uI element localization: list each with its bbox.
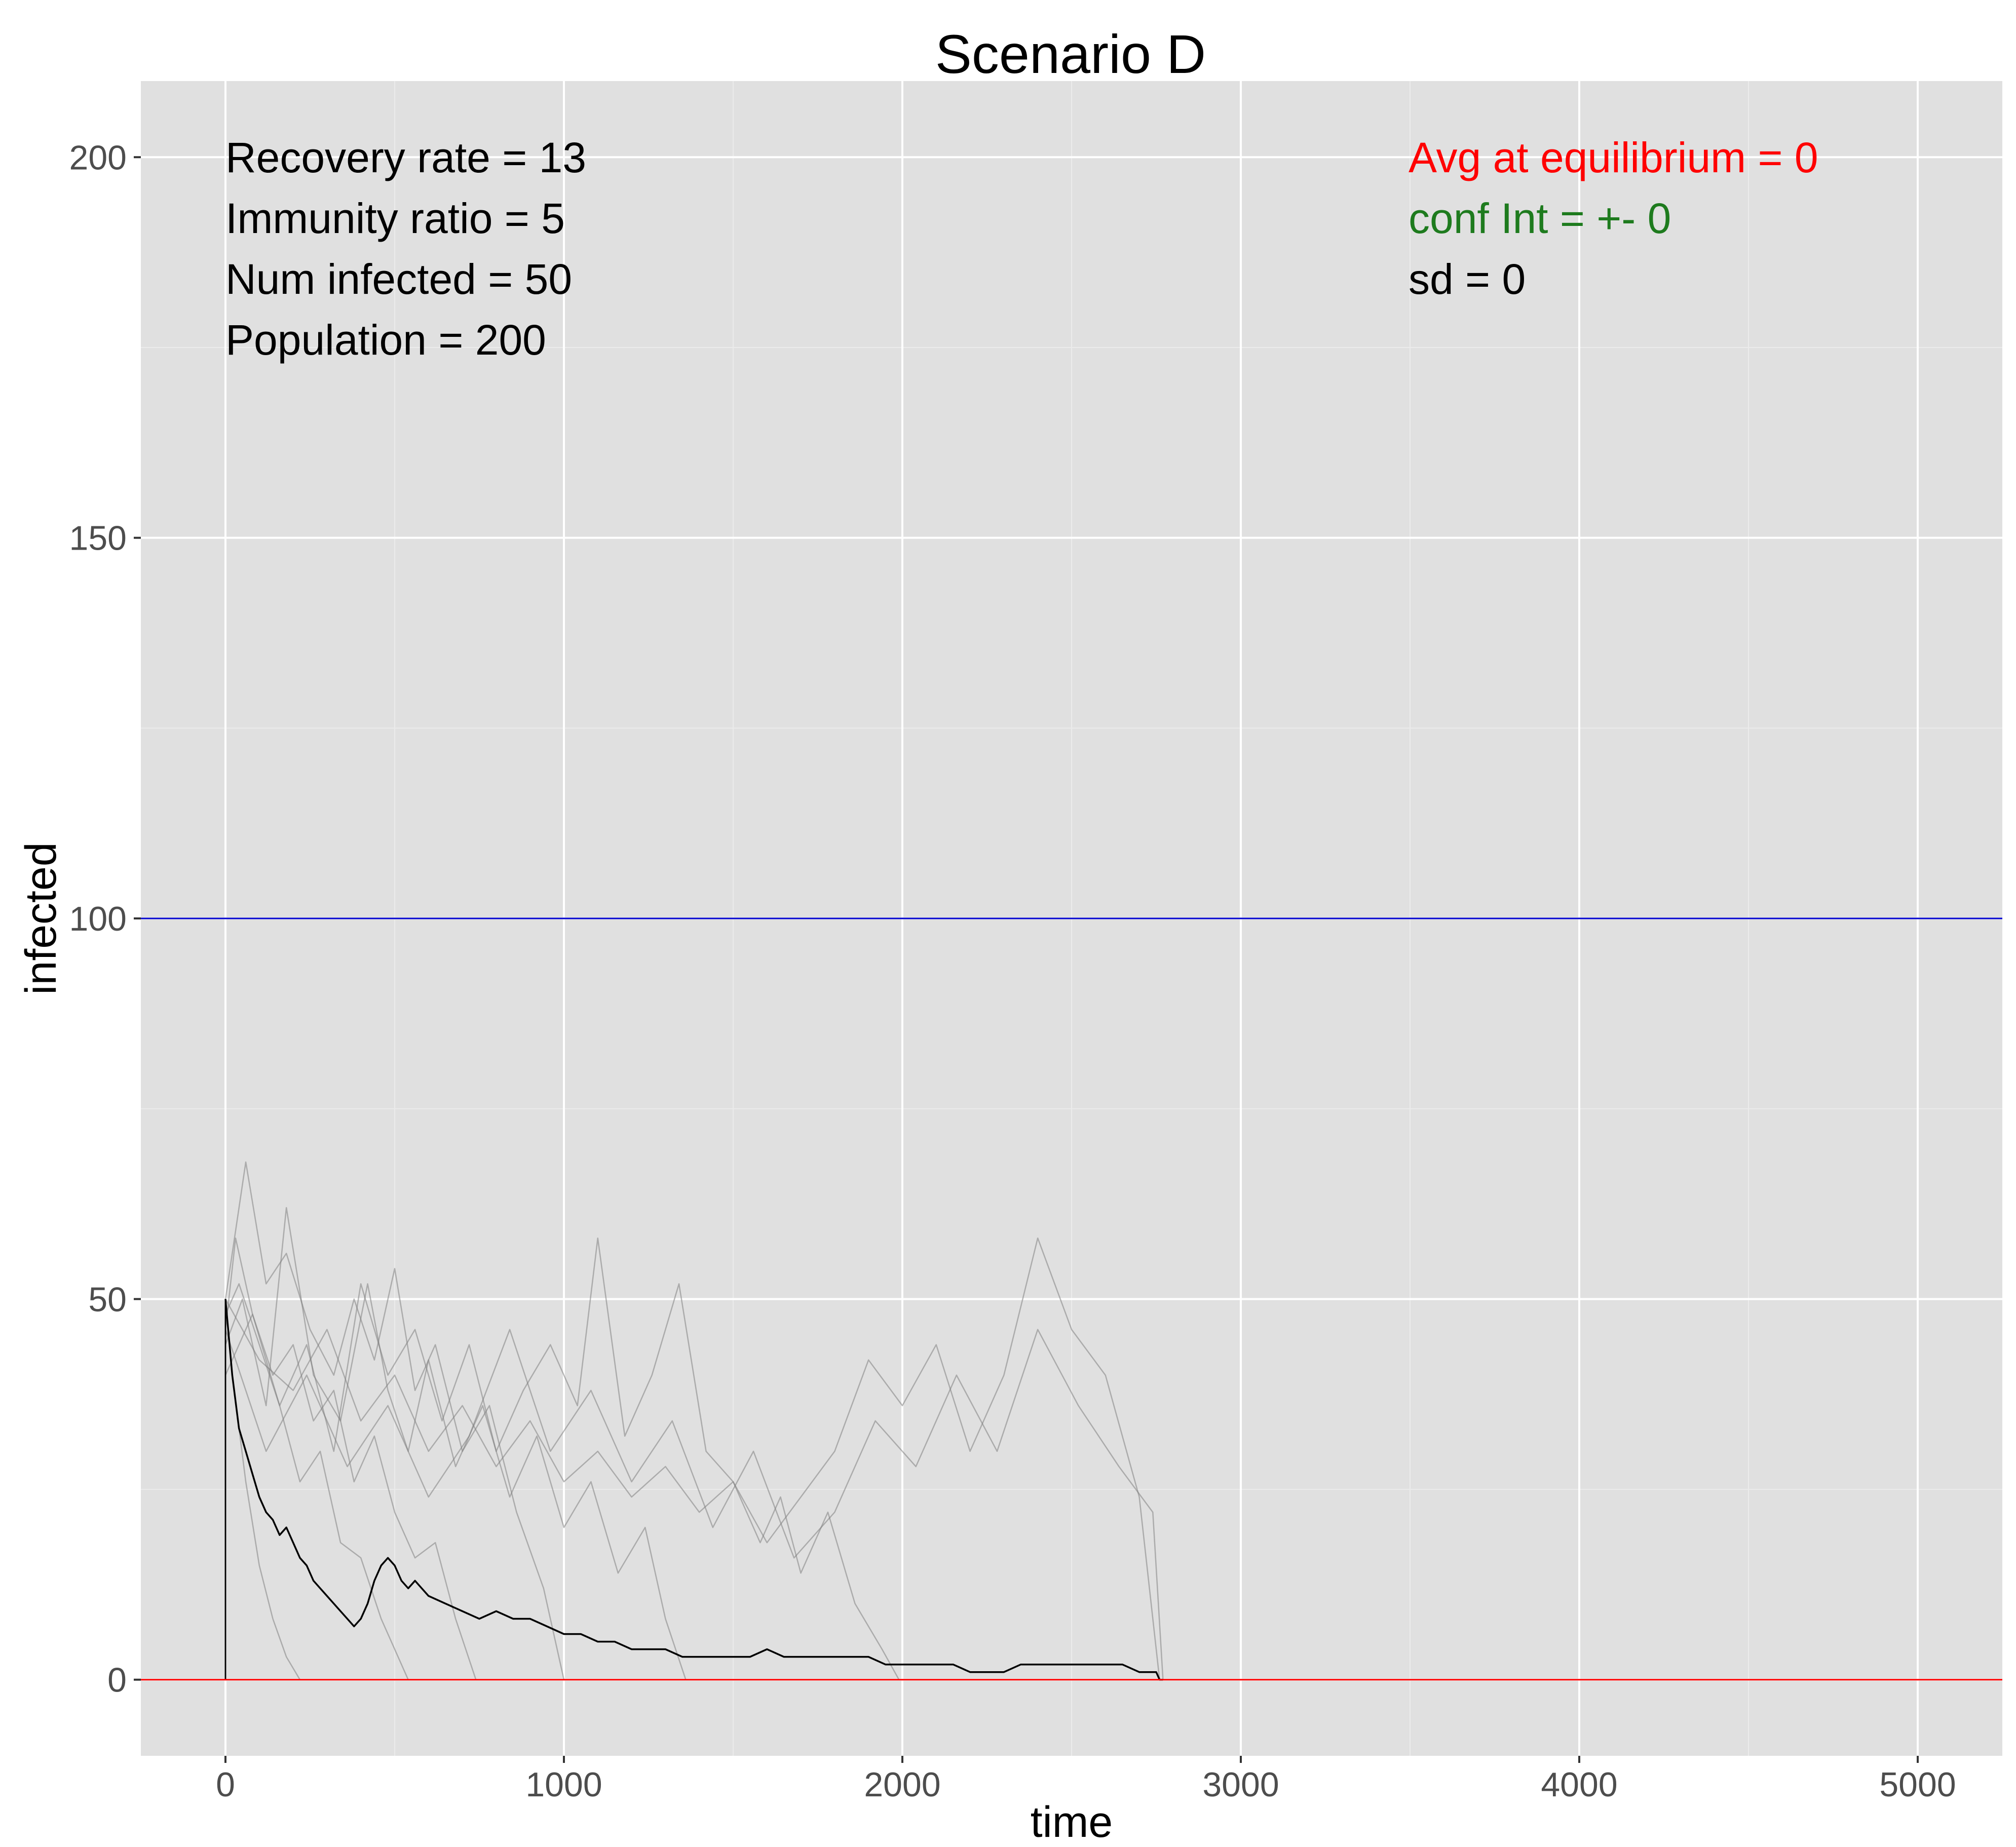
simulation-line-6	[224, 1237, 900, 1680]
x-axis-ticks: 0 1000 2000 3000 4000 5000	[216, 1756, 1956, 1804]
statistics-annotations: Avg at equilibrium = 0 conf Int = +- 0 sd …	[1409, 134, 1818, 303]
x-tick-label: 1000	[525, 1765, 602, 1804]
x-tick-label: 4000	[1541, 1765, 1617, 1804]
y-axis-ticks: 0 50 100 150 200	[69, 138, 141, 1700]
chart-title: Scenario D	[935, 23, 1206, 85]
simulation-line-2	[224, 1283, 409, 1680]
parameter-annotation: Immunity ratio = 5	[225, 195, 565, 242]
y-tick-label: 50	[88, 1280, 127, 1319]
y-axis-title: infected	[17, 842, 65, 994]
statistic-annotation: sd = 0	[1409, 255, 1526, 303]
y-tick-label: 150	[69, 519, 127, 558]
x-tick-label: 0	[216, 1765, 235, 1804]
simulation-line-8	[224, 1329, 1164, 1680]
simulation-line-7	[224, 1237, 1160, 1680]
statistic-annotation: Avg at equilibrium = 0	[1409, 134, 1818, 181]
y-tick-label: 100	[69, 900, 127, 938]
x-axis-title: time	[1031, 1798, 1113, 1846]
mean-series-line	[224, 1299, 1163, 1681]
simulation-line-4	[224, 1161, 565, 1680]
reference-lines	[141, 917, 2002, 1681]
x-tick-label: 5000	[1879, 1765, 1956, 1804]
parameter-annotation: Population = 200	[225, 316, 546, 364]
simulation-line-5	[224, 1207, 687, 1680]
x-tick-label: 3000	[1202, 1765, 1279, 1804]
parameter-annotation: Num infected = 50	[225, 255, 572, 303]
parameter-annotation: Recovery rate = 13	[225, 134, 586, 181]
y-tick-label: 0	[107, 1661, 127, 1700]
y-tick-label: 200	[69, 138, 127, 177]
x-tick-label: 2000	[864, 1765, 940, 1804]
series-layer	[224, 1161, 1164, 1681]
parameter-annotations: Recovery rate = 13 Immunity ratio = 5 Num …	[225, 134, 586, 364]
statistic-annotation: conf Int = +- 0	[1409, 195, 1671, 242]
